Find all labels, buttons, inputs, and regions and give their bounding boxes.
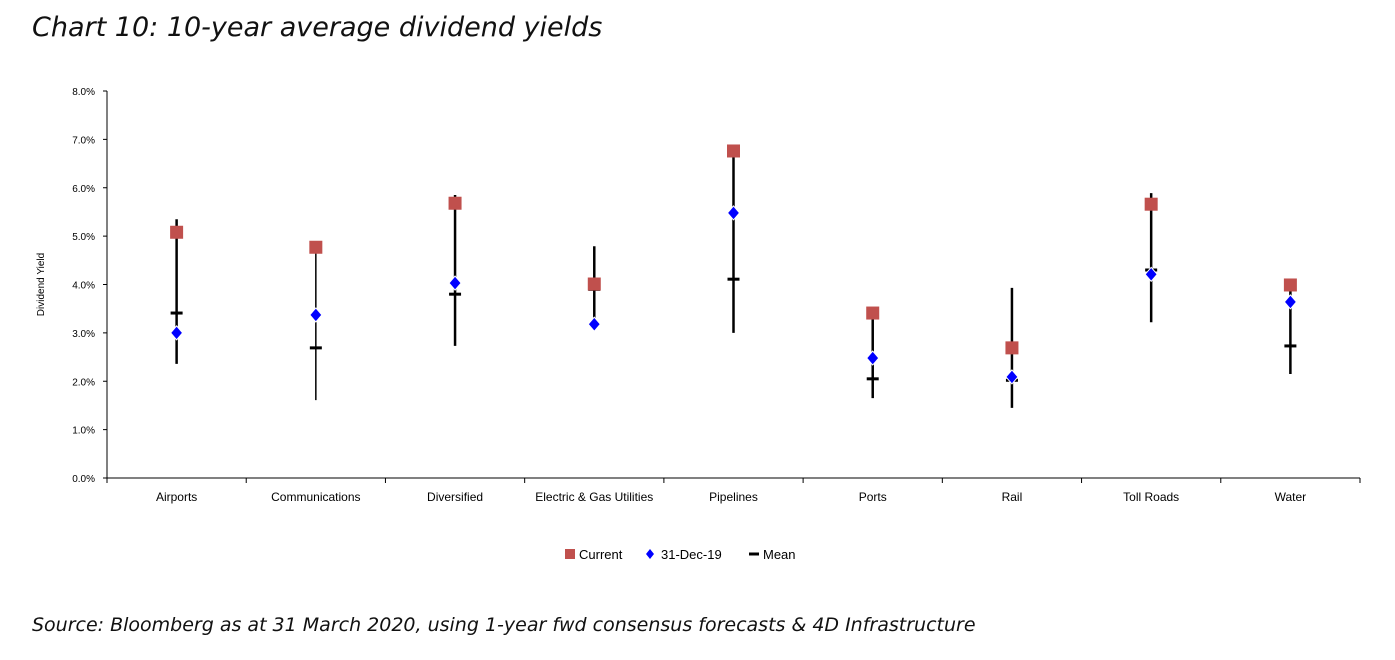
chart: 0.0% 1.0% 2.0% 3.0% 4.0% 5.0% 6.0% 7.0% 8.0% Airp… bbox=[36, 87, 1361, 562]
current-marker bbox=[1005, 341, 1019, 355]
source-note: Source: Bloomberg as at 31 March 2020, u… bbox=[32, 614, 976, 636]
current-marker bbox=[1144, 197, 1158, 211]
y-tick-label: 2.0% bbox=[72, 377, 95, 388]
chart-title: Chart 10: 10-year average dividend yield… bbox=[32, 12, 603, 43]
y-tick-label: 6.0% bbox=[72, 184, 95, 195]
dec19-marker bbox=[448, 275, 462, 291]
dec19-marker bbox=[866, 350, 880, 366]
x-tick-label: Pipelines bbox=[709, 490, 758, 504]
dec19-marker bbox=[726, 205, 741, 221]
x-tick-label: Toll Roads bbox=[1123, 490, 1179, 504]
y-tick-label: 1.0% bbox=[72, 426, 95, 437]
dec19-marker bbox=[1005, 369, 1019, 385]
dec19-marker bbox=[587, 316, 601, 332]
x-tick-label: Rail bbox=[1002, 490, 1023, 504]
current-marker bbox=[448, 196, 462, 210]
current-marker bbox=[727, 144, 740, 158]
current-marker bbox=[309, 240, 323, 254]
y-tick-label: 3.0% bbox=[72, 329, 95, 340]
current-marker bbox=[866, 306, 880, 320]
dec19-marker bbox=[1283, 294, 1298, 310]
x-tick-label: Diversified bbox=[427, 490, 483, 504]
current-marker bbox=[1283, 278, 1297, 292]
y-tick-label: 7.0% bbox=[72, 135, 95, 146]
y-tick-label: 0.0% bbox=[72, 474, 95, 485]
dec19-marker bbox=[169, 325, 184, 341]
dec19-marker bbox=[1144, 266, 1158, 283]
y-axis-label: Dividend Yield bbox=[36, 253, 47, 316]
legend-mean-label: Mean bbox=[763, 547, 796, 562]
dec19-marker bbox=[309, 307, 323, 323]
x-tick-label: Water bbox=[1275, 490, 1307, 504]
x-tick-label: Airports bbox=[156, 490, 197, 504]
legend-current-marker bbox=[565, 549, 575, 559]
x-tick-label: Communications bbox=[271, 490, 360, 504]
y-tick-label: 8.0% bbox=[72, 87, 95, 98]
current-marker bbox=[587, 277, 601, 291]
x-tick-label: Electric & Gas Utilities bbox=[535, 490, 653, 504]
y-tick-label: 4.0% bbox=[72, 281, 95, 292]
legend-dec19-marker bbox=[646, 549, 654, 559]
current-marker bbox=[170, 225, 184, 239]
legend-dec19-label: 31-Dec-19 bbox=[661, 547, 722, 562]
y-tick-label: 5.0% bbox=[72, 232, 95, 243]
x-tick-label: Ports bbox=[859, 490, 887, 504]
legend-current-label: Current bbox=[579, 547, 623, 562]
